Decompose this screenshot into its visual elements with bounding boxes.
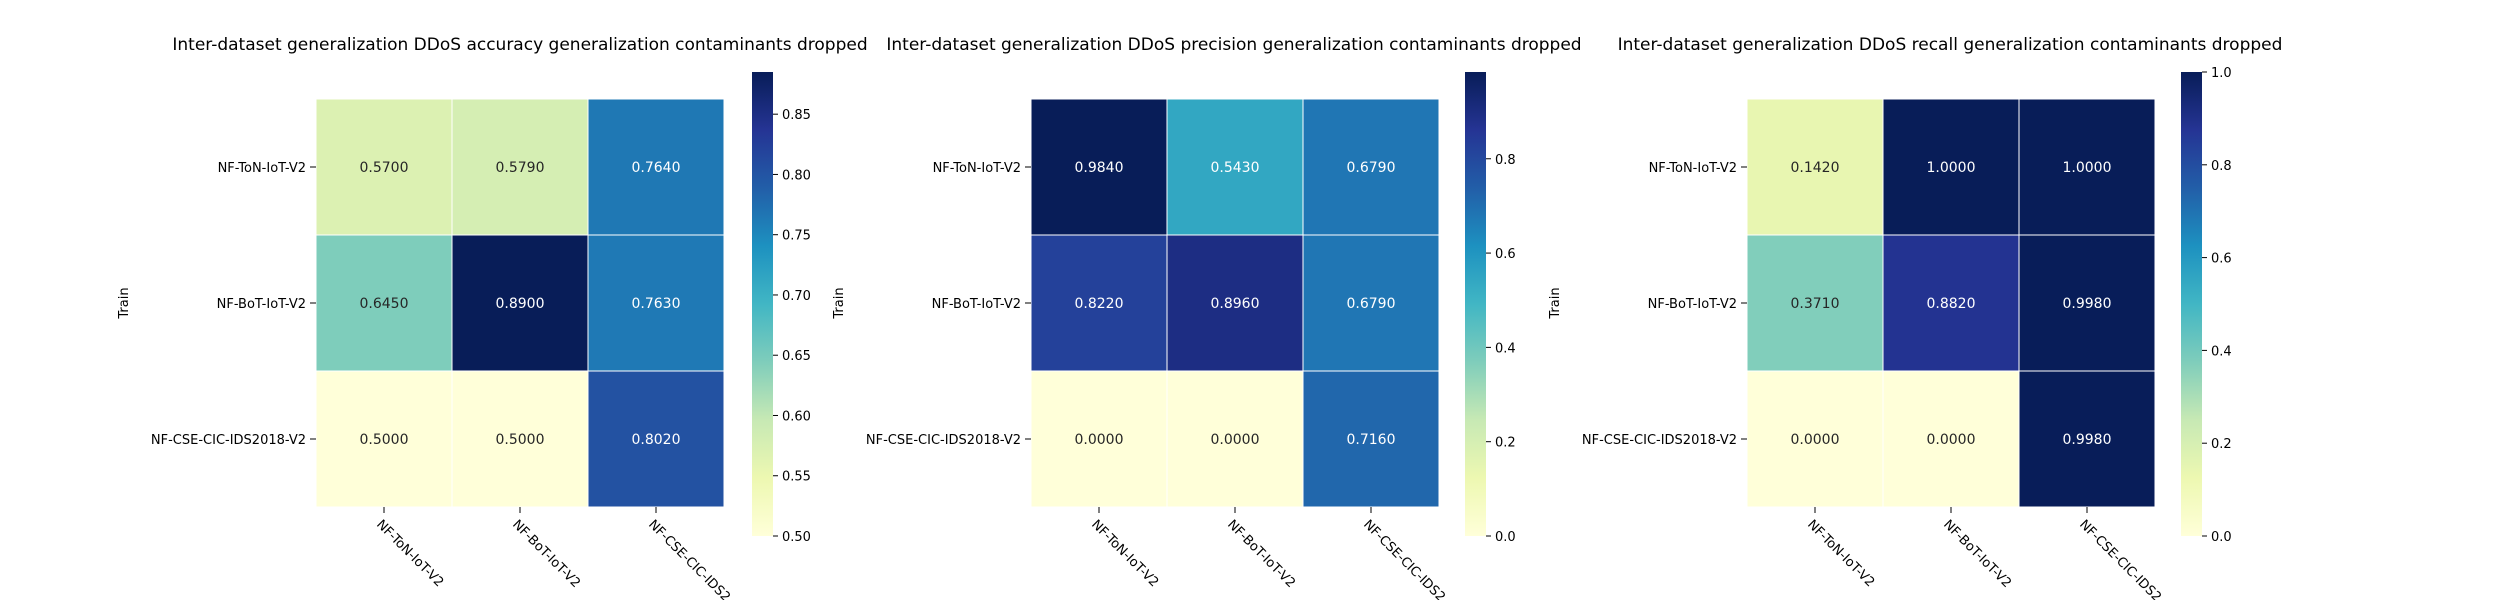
colorbar-tick-label: 0.70	[782, 289, 811, 304]
heatmap-cell	[451, 370, 589, 508]
colorbar-tick-label: 0.0	[1495, 530, 1516, 545]
heatmap-cell	[1882, 370, 2020, 508]
cell-value-label: 0.6450	[360, 296, 409, 312]
heatmap-cell	[2018, 234, 2156, 372]
colorbar	[752, 72, 773, 536]
cell-value-label: 0.7640	[632, 160, 681, 176]
colorbar-tick-label: 0.4	[1495, 341, 1516, 356]
cell-value-label: 0.6790	[1347, 160, 1396, 176]
cell-value-label: 0.8820	[1927, 296, 1976, 312]
y-axis-label: Train	[117, 287, 132, 319]
y-axis-label: Train	[832, 287, 847, 319]
heatmap-cell	[587, 234, 725, 372]
cell-value-label: 0.9980	[2063, 296, 2112, 312]
x-tick-label: NF-ToN-IoT-V2	[1804, 517, 1877, 590]
cell-value-label: 0.0000	[1211, 432, 1260, 448]
colorbar-tick-label: 0.60	[782, 409, 811, 424]
colorbar-tick-label: 0.75	[782, 229, 811, 244]
y-tick-label: NF-CSE-CIC-IDS2018-V2	[151, 433, 306, 448]
colorbar-tick-label: 0.2	[1495, 436, 1516, 451]
cell-value-label: 0.5000	[360, 432, 409, 448]
heatmap-panel: Inter-dataset generalization DDoS precis…	[832, 35, 1582, 600]
cell-value-label: 0.6790	[1347, 296, 1396, 312]
colorbar-tick-label: 0.6	[2211, 252, 2232, 267]
x-tick-label: NF-CSE-CIC-IDS2	[1360, 517, 1448, 600]
cell-value-label: 0.5700	[360, 160, 409, 176]
heatmap-cell	[1166, 98, 1304, 236]
colorbar-tick-label: 0.0	[2211, 530, 2232, 545]
chart-title: Inter-dataset generalization DDoS accura…	[172, 35, 867, 55]
cell-value-label: 0.3710	[1791, 296, 1840, 312]
cell-value-label: 0.8020	[632, 432, 681, 448]
cell-value-label: 0.8220	[1075, 296, 1124, 312]
cell-value-label: 0.5790	[496, 160, 545, 176]
x-tick-label: NF-CSE-CIC-IDS2	[645, 517, 733, 600]
heatmap-cell	[1302, 98, 1440, 236]
y-tick-label: NF-BoT-IoT-V2	[932, 297, 1021, 312]
heatmap-cell	[2018, 98, 2156, 236]
cell-value-label: 0.7160	[1347, 432, 1396, 448]
heatmap-cell	[315, 234, 453, 372]
heatmap-panel: Inter-dataset generalization DDoS accura…	[117, 35, 868, 600]
x-tick-label: NF-ToN-IoT-V2	[373, 517, 446, 590]
cell-value-label: 0.5000	[496, 432, 545, 448]
heatmap-cell	[1882, 98, 2020, 236]
cell-value-label: 0.0000	[1075, 432, 1124, 448]
colorbar-tick-label: 1.0	[2211, 66, 2232, 81]
colorbar-tick-label: 0.4	[2211, 344, 2232, 359]
x-tick-labels: NF-ToN-IoT-V2 NF-BoT-IoT-V2 NF-CSE-CIC-IDS…	[373, 507, 733, 600]
cell-value-label: 0.8960	[1211, 296, 1260, 312]
heatmap-cell	[587, 98, 725, 236]
colorbar-tick-label: 0.8	[2211, 159, 2232, 174]
y-tick-label: NF-ToN-IoT-V2	[1649, 161, 1737, 176]
heatmap-cell	[1302, 370, 1440, 508]
x-tick-label: NF-BoT-IoT-V2	[509, 517, 583, 591]
cell-value-label: 0.1420	[1791, 160, 1840, 176]
colorbar	[1465, 72, 1486, 536]
y-tick-label: NF-CSE-CIC-IDS2018-V2	[1582, 433, 1737, 448]
y-axis-label: Train	[1548, 287, 1563, 319]
colorbar	[2181, 72, 2202, 536]
heatmap-cell	[1882, 234, 2020, 372]
x-tick-labels: NF-ToN-IoT-V2 NF-BoT-IoT-V2 NF-CSE-CIC-IDS…	[1804, 507, 2164, 600]
cell-value-label: 0.9840	[1075, 160, 1124, 176]
y-tick-label: NF-ToN-IoT-V2	[933, 161, 1021, 176]
cell-value-label: 0.7630	[632, 296, 681, 312]
colorbar-tick-label: 0.50	[782, 530, 811, 545]
heatmap-cell	[1030, 370, 1168, 508]
colorbar-tick-label: 0.55	[782, 470, 811, 485]
cell-value-label: 0.5430	[1211, 160, 1260, 176]
heatmap-cell	[451, 234, 589, 372]
x-tick-label: NF-CSE-CIC-IDS2	[2076, 517, 2164, 600]
cell-value-label: 1.0000	[1927, 160, 1976, 176]
colorbar-tick-label: 0.85	[782, 108, 811, 123]
y-tick-label: NF-BoT-IoT-V2	[1648, 297, 1737, 312]
colorbar-tick-label: 0.80	[782, 168, 811, 183]
heatmap-cell	[1746, 98, 1884, 236]
y-tick-label: NF-BoT-IoT-V2	[217, 297, 306, 312]
chart-title: Inter-dataset generalization DDoS precis…	[886, 35, 1581, 55]
y-tick-label: NF-CSE-CIC-IDS2018-V2	[866, 433, 1021, 448]
colorbar-tick-label: 0.65	[782, 349, 811, 364]
x-tick-label: NF-BoT-IoT-V2	[1940, 517, 2014, 591]
heatmap-cell	[1302, 234, 1440, 372]
heatmap-cell	[451, 98, 589, 236]
cell-value-label: 1.0000	[2063, 160, 2112, 176]
x-tick-label: NF-ToN-IoT-V2	[1088, 517, 1161, 590]
x-tick-label: NF-BoT-IoT-V2	[1224, 517, 1298, 591]
heatmap-panel: Inter-dataset generalization DDoS recall…	[1548, 35, 2282, 600]
heatmap-cell	[315, 98, 453, 236]
colorbar-tick-label: 0.8	[1495, 153, 1516, 168]
x-tick-labels: NF-ToN-IoT-V2 NF-BoT-IoT-V2 NF-CSE-CIC-IDS…	[1088, 507, 1448, 600]
cell-value-label: 0.0000	[1927, 432, 1976, 448]
cell-value-label: 0.9980	[2063, 432, 2112, 448]
heatmap-cell	[2018, 370, 2156, 508]
cell-value-label: 0.0000	[1791, 432, 1840, 448]
colorbar-tick-label: 0.6	[1495, 247, 1516, 262]
colorbar-tick-label: 0.2	[2211, 437, 2232, 452]
y-tick-label: NF-ToN-IoT-V2	[218, 161, 306, 176]
cell-value-label: 0.8900	[496, 296, 545, 312]
chart-title: Inter-dataset generalization DDoS recall…	[1618, 35, 2283, 55]
